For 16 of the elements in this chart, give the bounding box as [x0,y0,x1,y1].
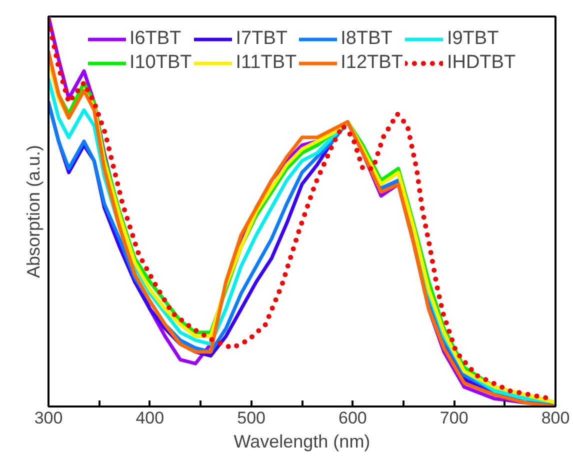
legend-label: I10TBT [129,52,192,74]
legend-label: IHDTBT [446,52,516,74]
x-tick-label: 300 [34,408,63,428]
x-tick-label: 700 [440,408,468,428]
legend-label: I7TBT [236,28,288,50]
y-axis-title: Absorption (a.u.) [24,144,44,278]
x-tick-label: 500 [237,408,266,428]
legend-label: I6TBT [129,28,182,50]
legend-label: I9TBT [446,28,499,50]
x-tick-label: 600 [338,408,367,428]
x-axis-title: Wavelength (nm) [234,432,370,452]
legend-label: I8TBT [340,28,392,50]
legend-label: I11TBT [236,52,297,74]
x-tick-label: 800 [541,408,570,428]
legend-label: I12TBT [340,52,403,74]
x-tick-label: 400 [136,408,164,428]
